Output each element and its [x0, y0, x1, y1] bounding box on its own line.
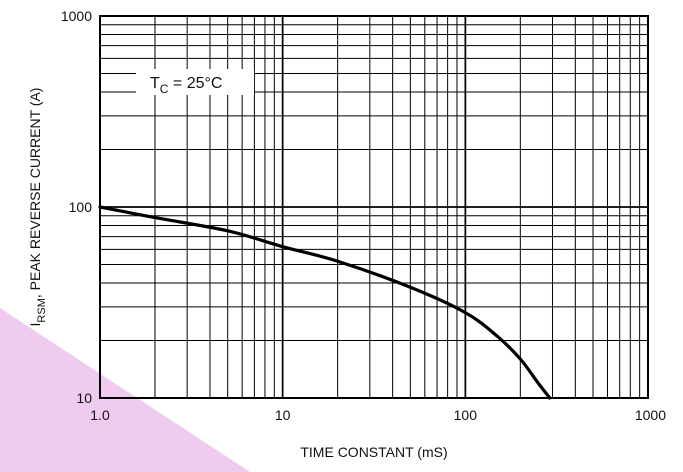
y-tick-label: 1000: [61, 8, 92, 24]
x-tick-labels: 1.0 10 100 1000: [90, 407, 666, 423]
series-layer: [98, 205, 552, 400]
x-tick-label: 10: [275, 407, 291, 423]
y-axis-label-main: I: [27, 323, 43, 327]
y-axis-label: IRSM, PEAK REVERSE CURRENT (A): [27, 88, 48, 327]
temperature-annotation: TC = 25°C: [136, 69, 254, 96]
y-tick-labels: 10 100 1000: [61, 8, 92, 406]
annotation-suffix: = 25°C: [168, 75, 222, 92]
x-tick-label: 100: [454, 407, 478, 423]
plot-frame: [99, 15, 649, 399]
decorative-pink-shape: [0, 308, 250, 472]
y-axis-label-sub: RSM: [36, 298, 48, 322]
y-tick-label: 100: [69, 199, 93, 215]
annotation-text: TC = 25°C: [150, 75, 222, 96]
annotation-background: [136, 69, 254, 95]
series-line: [98, 205, 552, 400]
x-tick-label: 1000: [635, 407, 666, 423]
x-axis-label: TIME CONSTANT (mS): [300, 444, 447, 460]
y-tick-label: 10: [76, 390, 92, 406]
x-tick-label: 1.0: [90, 407, 110, 423]
annotation-sub: C: [160, 82, 169, 96]
annotation-prefix: T: [150, 75, 160, 92]
y-axis-label-rest: , PEAK REVERSE CURRENT (A): [27, 88, 43, 299]
